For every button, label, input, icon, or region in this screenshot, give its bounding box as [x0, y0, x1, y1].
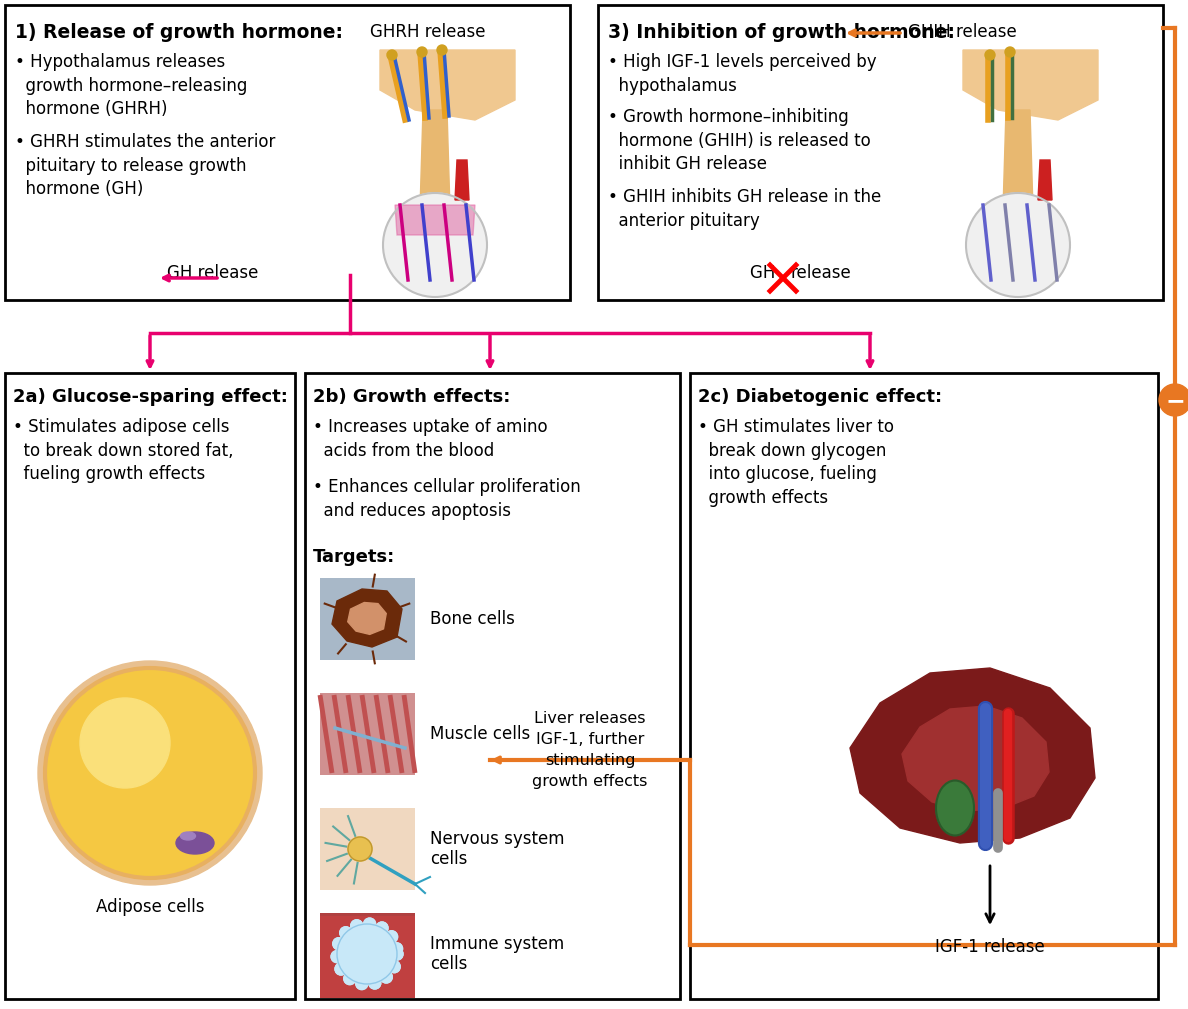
- Circle shape: [333, 937, 345, 949]
- Bar: [320, 913, 415, 995]
- Circle shape: [343, 973, 355, 985]
- Text: Muscle cells: Muscle cells: [430, 725, 530, 743]
- Circle shape: [966, 193, 1070, 297]
- Polygon shape: [331, 589, 402, 647]
- Bar: [320, 808, 415, 890]
- Polygon shape: [1003, 110, 1034, 210]
- Bar: [320, 916, 415, 998]
- Circle shape: [350, 920, 362, 931]
- Text: GHIH release: GHIH release: [908, 23, 1017, 41]
- Circle shape: [383, 193, 487, 297]
- Ellipse shape: [936, 781, 974, 835]
- Circle shape: [388, 961, 400, 973]
- Text: • GH stimulates liver to
  break down glycogen
  into glucose, fueling
  growth : • GH stimulates liver to break down glyc…: [699, 418, 895, 507]
- Circle shape: [337, 924, 397, 984]
- Text: GH release: GH release: [168, 264, 258, 282]
- Polygon shape: [455, 160, 469, 200]
- Polygon shape: [849, 668, 1095, 843]
- Text: −: −: [1165, 389, 1184, 413]
- Circle shape: [80, 698, 170, 788]
- Ellipse shape: [181, 832, 196, 840]
- Polygon shape: [902, 706, 1049, 811]
- Text: 2a) Glucose-sparing effect:: 2a) Glucose-sparing effect:: [13, 388, 287, 406]
- Circle shape: [437, 45, 447, 55]
- Text: • High IGF-1 levels perceived by
  hypothalamus: • High IGF-1 levels perceived by hypotha…: [608, 53, 877, 95]
- Bar: [305, 373, 680, 999]
- Circle shape: [45, 668, 255, 878]
- Bar: [5, 5, 570, 300]
- Ellipse shape: [176, 832, 214, 854]
- Bar: [320, 693, 415, 775]
- Circle shape: [368, 977, 381, 989]
- Circle shape: [355, 978, 368, 990]
- Text: Immune system
cells: Immune system cells: [430, 934, 564, 974]
- Bar: [598, 5, 1163, 300]
- Text: • Hypothalamus releases
  growth hormone–releasing
  hormone (GHRH): • Hypothalamus releases growth hormone–r…: [15, 53, 247, 118]
- Circle shape: [335, 963, 347, 975]
- Text: release: release: [790, 264, 851, 282]
- Text: Adipose cells: Adipose cells: [96, 898, 204, 916]
- Circle shape: [387, 50, 397, 60]
- Circle shape: [355, 978, 368, 990]
- Circle shape: [331, 950, 343, 963]
- Text: • Enhances cellular proliferation
  and reduces apoptosis: • Enhances cellular proliferation and re…: [312, 478, 581, 520]
- Circle shape: [348, 837, 372, 861]
- Text: 3) Inhibition of growth hormone:: 3) Inhibition of growth hormone:: [608, 23, 955, 42]
- Text: • Increases uptake of amino
  acids from the blood: • Increases uptake of amino acids from t…: [312, 418, 548, 460]
- Circle shape: [340, 927, 352, 938]
- Text: • Growth hormone–inhibiting
  hormone (GHIH) is released to
  inhibit GH release: • Growth hormone–inhibiting hormone (GHI…: [608, 108, 871, 174]
- Text: • Stimulates adipose cells
  to break down stored fat,
  fueling growth effects: • Stimulates adipose cells to break down…: [13, 418, 234, 483]
- Circle shape: [375, 922, 388, 934]
- Circle shape: [364, 918, 375, 930]
- Text: IGF-1 release: IGF-1 release: [935, 938, 1045, 956]
- Text: 1) Release of growth hormone:: 1) Release of growth hormone:: [15, 23, 343, 42]
- Polygon shape: [963, 50, 1098, 120]
- Text: GH: GH: [750, 264, 781, 282]
- Circle shape: [391, 942, 403, 955]
- Polygon shape: [1038, 160, 1053, 200]
- Circle shape: [364, 918, 375, 930]
- Circle shape: [417, 47, 426, 57]
- Text: Liver releases
IGF-1, further
stimulating
growth effects: Liver releases IGF-1, further stimulatin…: [532, 711, 647, 789]
- Bar: [320, 578, 415, 660]
- Polygon shape: [380, 50, 516, 120]
- Circle shape: [386, 930, 398, 942]
- Circle shape: [380, 971, 392, 983]
- Circle shape: [350, 920, 362, 931]
- Circle shape: [337, 924, 397, 984]
- Circle shape: [343, 973, 355, 985]
- Circle shape: [1159, 384, 1188, 416]
- Text: Bone cells: Bone cells: [430, 610, 514, 628]
- Text: • GHIH inhibits GH release in the
  anterior pituitary: • GHIH inhibits GH release in the anteri…: [608, 188, 881, 230]
- Circle shape: [333, 937, 345, 949]
- Text: 2b) Growth effects:: 2b) Growth effects:: [312, 388, 511, 406]
- Text: Targets:: Targets:: [312, 548, 396, 566]
- Circle shape: [391, 948, 403, 960]
- Circle shape: [340, 927, 352, 938]
- Circle shape: [380, 971, 392, 983]
- Circle shape: [38, 661, 263, 885]
- Text: Nervous system
cells: Nervous system cells: [430, 829, 564, 869]
- Circle shape: [391, 942, 403, 955]
- Circle shape: [386, 930, 398, 942]
- Bar: [690, 373, 1158, 999]
- Circle shape: [335, 963, 347, 975]
- Circle shape: [375, 922, 388, 934]
- Circle shape: [391, 948, 403, 960]
- Polygon shape: [421, 110, 450, 210]
- Circle shape: [985, 50, 996, 60]
- Polygon shape: [394, 205, 475, 235]
- Text: GHRH release: GHRH release: [369, 23, 486, 41]
- Bar: [5, 373, 295, 999]
- Circle shape: [1005, 47, 1015, 57]
- Text: • GHRH stimulates the anterior
  pituitary to release growth
  hormone (GH): • GHRH stimulates the anterior pituitary…: [15, 133, 276, 198]
- Text: 2c) Diabetogenic effect:: 2c) Diabetogenic effect:: [699, 388, 942, 406]
- Circle shape: [331, 950, 343, 963]
- Polygon shape: [348, 602, 386, 635]
- Circle shape: [368, 977, 381, 989]
- Circle shape: [388, 961, 400, 973]
